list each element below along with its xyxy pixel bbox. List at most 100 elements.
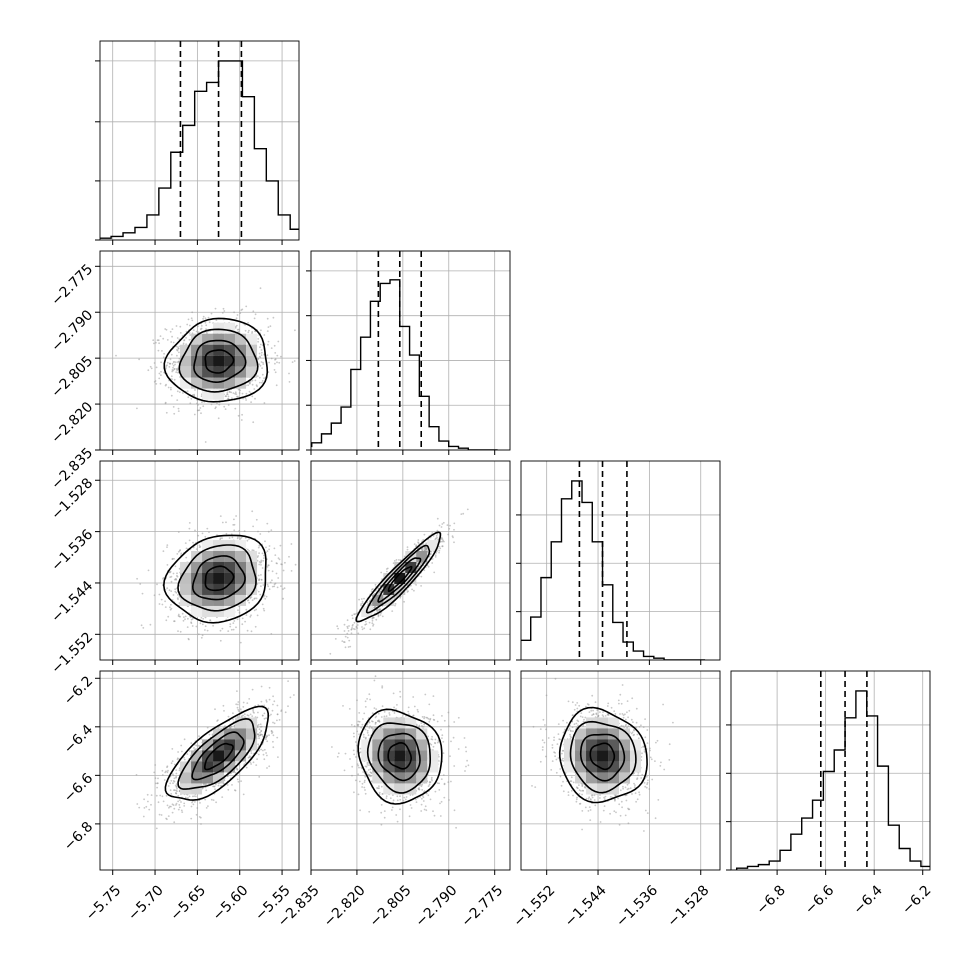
sample-point (153, 342, 155, 345)
sample-point (237, 388, 240, 391)
sample-point (190, 621, 193, 624)
sample-point (193, 749, 196, 751)
sample-point (232, 524, 235, 526)
sample-point (196, 807, 199, 809)
sample-point (258, 563, 261, 566)
sample-point (243, 530, 246, 532)
sample-point (168, 366, 171, 368)
sample-point (177, 598, 179, 601)
sample-point (258, 579, 260, 581)
sample-point (237, 609, 239, 612)
sample-point (423, 569, 426, 572)
sample-point (257, 546, 260, 549)
sample-point (200, 616, 203, 619)
sample-point (266, 754, 268, 757)
sample-point (254, 397, 256, 400)
sample-point (172, 594, 175, 596)
sample-point (356, 624, 359, 626)
density-cell (202, 366, 214, 378)
sample-point (381, 615, 384, 618)
sample-point (413, 543, 416, 545)
density-cell (224, 594, 236, 606)
density-cell (224, 344, 236, 356)
sample-point (259, 364, 262, 367)
sample-point (353, 613, 355, 615)
sample-point (207, 316, 210, 319)
sample-point (169, 330, 172, 333)
sample-point (230, 628, 233, 631)
sample-point (205, 328, 207, 330)
density-cell (224, 322, 236, 334)
sample-point (254, 313, 257, 316)
sample-point (268, 545, 271, 547)
sample-point (175, 591, 178, 594)
sample-point (421, 548, 424, 550)
sample-point (240, 419, 243, 421)
sample-point (270, 560, 273, 562)
sample-point (251, 510, 254, 513)
sample-point (230, 391, 233, 394)
density-cell (180, 572, 192, 584)
sample-point (283, 587, 286, 590)
sample-point (150, 803, 152, 806)
sample-point (380, 571, 383, 574)
sample-point (190, 317, 193, 320)
sample-point (182, 392, 184, 394)
sample-point (202, 405, 205, 408)
sample-point (214, 307, 217, 310)
sample-point (195, 813, 198, 816)
sample-point (208, 321, 211, 324)
sample-point (258, 552, 260, 554)
sample-point (246, 702, 249, 704)
sample-point (201, 634, 204, 637)
sample-point (343, 630, 346, 632)
sample-point (259, 343, 262, 346)
sample-point (221, 537, 223, 539)
hist-panel-p0 (95, 40, 300, 245)
sample-point (366, 601, 369, 604)
sample-point (377, 614, 380, 617)
sample-point (329, 652, 332, 655)
sample-point (205, 783, 208, 785)
sample-point (239, 708, 242, 711)
sample-point (254, 597, 256, 600)
sample-point (187, 396, 190, 399)
sample-point (169, 358, 172, 361)
density-cell (202, 539, 214, 551)
sample-point (200, 325, 203, 327)
sample-point (449, 524, 451, 527)
sample-point (234, 771, 237, 774)
sample-point (344, 646, 347, 649)
sample-point (251, 549, 254, 551)
sample-point (241, 392, 244, 395)
sample-point (182, 342, 185, 345)
sample-point (165, 619, 168, 622)
sample-point (273, 585, 276, 588)
sample-point (170, 590, 173, 593)
density-cell (246, 333, 258, 345)
sample-point (392, 562, 395, 565)
sample-point (210, 403, 213, 406)
density-cell (246, 550, 258, 562)
sample-point (261, 381, 263, 384)
sample-point (227, 630, 230, 632)
sample-point (341, 640, 344, 642)
sample-point (200, 636, 203, 639)
sample-point (275, 384, 278, 387)
density-cell (394, 583, 406, 595)
sample-point (160, 370, 162, 373)
sample-point (258, 544, 261, 547)
sample-point (267, 564, 270, 567)
histogram-p1 (311, 279, 498, 450)
sample-point (167, 769, 169, 772)
sample-point (258, 363, 261, 366)
sample-point (251, 331, 254, 333)
sample-point (279, 544, 282, 547)
sample-point (257, 735, 260, 738)
sample-point (238, 392, 241, 394)
sample-point (153, 362, 156, 364)
sample-point (271, 579, 273, 582)
sample-point (234, 392, 237, 395)
sample-point (233, 518, 235, 521)
sample-point (262, 559, 265, 562)
